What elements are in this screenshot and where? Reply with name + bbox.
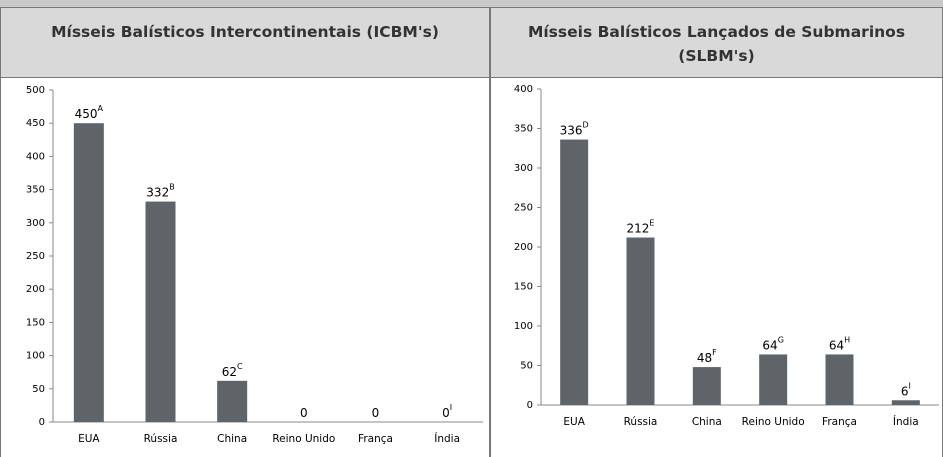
y-tick-label: 0 xyxy=(39,417,45,428)
y-tick-label: 350 xyxy=(514,124,533,135)
x-tick-label: França xyxy=(822,416,857,428)
y-tick-label: 300 xyxy=(514,163,533,174)
bar xyxy=(825,354,854,405)
bar xyxy=(217,380,248,422)
value: 0 xyxy=(372,406,380,420)
x-tick-label: França xyxy=(358,433,393,445)
x-tick-label: China xyxy=(217,433,248,445)
data-label: 450A xyxy=(75,104,104,121)
bar xyxy=(759,354,788,405)
data-label: 0I xyxy=(442,403,452,420)
note: H xyxy=(844,335,850,344)
note: D xyxy=(583,120,589,129)
y-tick-label: 250 xyxy=(26,251,45,262)
value: 450 xyxy=(75,107,98,121)
x-tick-label: China xyxy=(691,416,722,428)
data-label: 0 xyxy=(300,406,308,420)
y-tick-label: 250 xyxy=(514,203,533,214)
note: G xyxy=(778,335,784,344)
y-tick-label: 50 xyxy=(520,361,533,372)
x-tick-label: Reino Unido xyxy=(272,433,336,445)
y-tick-label: 150 xyxy=(26,317,45,328)
y-tick-label: 100 xyxy=(26,351,45,362)
data-label: 332B xyxy=(146,182,174,199)
value: 64 xyxy=(829,338,844,352)
note: I xyxy=(450,403,452,412)
bar xyxy=(626,237,655,405)
note: I xyxy=(908,381,910,390)
data-label: 0 xyxy=(372,406,380,420)
y-tick-label: 500 xyxy=(26,85,45,96)
x-tick-label: Rússia xyxy=(623,416,658,428)
value: 212 xyxy=(627,221,650,235)
x-tick-label: Índia xyxy=(434,433,461,445)
value: 62 xyxy=(222,364,237,378)
data-label: 64H xyxy=(829,335,850,352)
value: 64 xyxy=(762,338,777,352)
y-tick-label: 450 xyxy=(26,118,45,129)
x-tick-label: EUA xyxy=(78,433,100,445)
data-label: 6I xyxy=(901,381,911,398)
data-label: 48F xyxy=(697,348,717,365)
x-tick-label: EUA xyxy=(563,416,585,428)
y-tick-label: 150 xyxy=(514,282,533,293)
y-tick-label: 300 xyxy=(26,218,45,229)
bar xyxy=(692,367,721,405)
panel: Mísseis Balísticos Intercontinentais (IC… xyxy=(0,8,490,457)
y-tick-label: 350 xyxy=(26,185,45,196)
bar xyxy=(560,139,589,405)
value: 48 xyxy=(697,351,712,365)
y-tick-label: 0 xyxy=(527,400,533,411)
value: 0 xyxy=(442,406,450,420)
bar xyxy=(73,123,104,422)
note: E xyxy=(649,218,654,227)
data-label: 212E xyxy=(627,218,655,235)
panel: Mísseis Balísticos Lançados de Submarino… xyxy=(490,8,943,457)
chart-title: Mísseis Balísticos Lançados de Submarino… xyxy=(491,8,942,78)
x-tick-label: Rússia xyxy=(143,433,178,445)
top-band xyxy=(0,0,943,8)
bar xyxy=(145,201,176,422)
x-tick-label: Índia xyxy=(892,416,919,428)
y-tick-label: 50 xyxy=(32,384,45,395)
y-tick-label: 400 xyxy=(26,151,45,162)
value: 336 xyxy=(560,123,583,137)
bar xyxy=(891,400,920,405)
y-tick-label: 200 xyxy=(26,284,45,295)
x-tick-label: Reino Unido xyxy=(741,416,805,428)
data-label: 336D xyxy=(560,120,589,137)
value: 6 xyxy=(901,384,909,398)
note: A xyxy=(98,104,104,113)
chart: 050100150200250300350400450500450A332B62… xyxy=(26,85,483,428)
value: 0 xyxy=(300,406,308,420)
note: B xyxy=(169,182,175,191)
note: F xyxy=(712,348,717,357)
value: 332 xyxy=(146,185,169,199)
y-tick-label: 400 xyxy=(514,84,533,95)
y-tick-label: 200 xyxy=(514,242,533,253)
note: C xyxy=(237,361,243,370)
data-label: 62C xyxy=(222,361,243,378)
chart-title: Mísseis Balísticos Intercontinentais (IC… xyxy=(1,8,489,78)
data-label: 64G xyxy=(762,335,783,352)
y-tick-label: 100 xyxy=(514,321,533,332)
